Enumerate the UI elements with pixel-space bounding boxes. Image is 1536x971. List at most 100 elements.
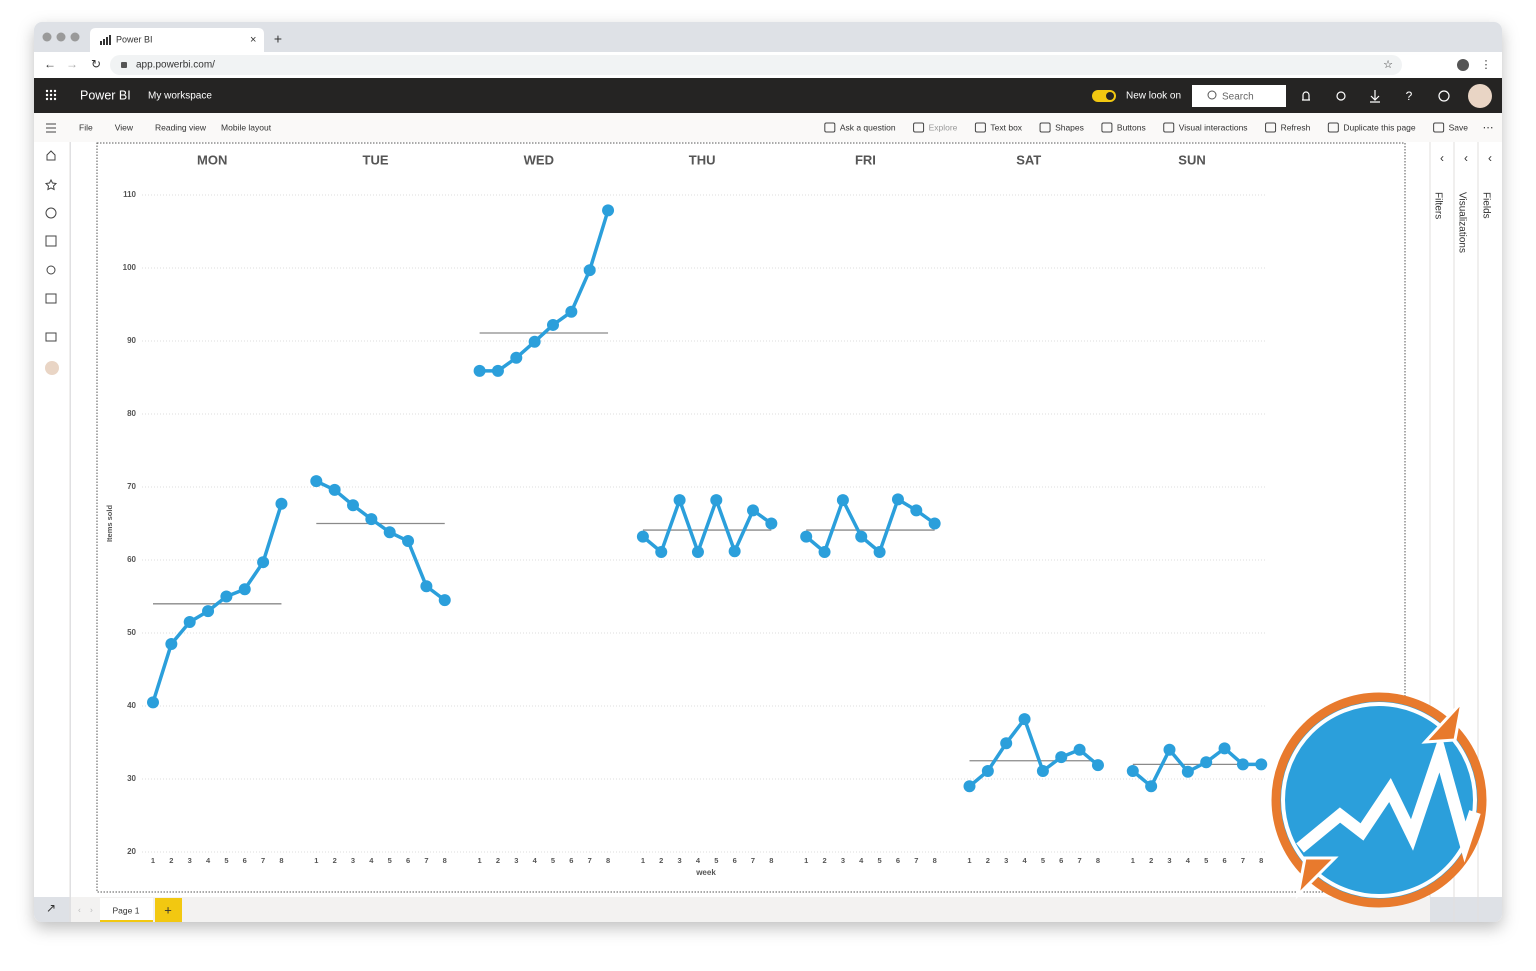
nav-avatar[interactable] xyxy=(45,361,59,375)
header-icons[interactable] xyxy=(1302,90,1450,103)
point[interactable] xyxy=(165,637,178,650)
point[interactable] xyxy=(728,545,741,558)
point[interactable] xyxy=(147,696,159,709)
point[interactable] xyxy=(1236,758,1249,771)
toolbar-item[interactable]: File xyxy=(79,122,93,132)
point[interactable] xyxy=(365,513,378,526)
point[interactable] xyxy=(202,605,215,618)
profile-icon[interactable] xyxy=(1457,59,1469,71)
point[interactable] xyxy=(602,204,615,217)
point[interactable] xyxy=(565,305,578,318)
point[interactable] xyxy=(510,351,523,364)
point[interactable] xyxy=(257,556,270,569)
point[interactable] xyxy=(747,504,759,517)
point[interactable] xyxy=(963,780,976,793)
point[interactable] xyxy=(275,497,288,510)
point[interactable] xyxy=(818,545,831,558)
add-page[interactable] xyxy=(155,898,182,922)
toolbar-item[interactable]: Ask a question xyxy=(840,122,896,132)
point[interactable] xyxy=(1145,780,1158,793)
point[interactable] xyxy=(1255,758,1268,771)
tab-close[interactable]: × xyxy=(250,34,256,46)
point[interactable] xyxy=(528,335,541,348)
more-options[interactable]: ⋯ xyxy=(1483,122,1494,134)
url-field[interactable] xyxy=(110,55,1402,75)
point[interactable] xyxy=(873,545,886,558)
point[interactable] xyxy=(328,483,341,496)
point[interactable] xyxy=(1218,742,1231,755)
point[interactable] xyxy=(310,475,323,488)
toolbar-item[interactable]: Shapes xyxy=(1055,122,1084,132)
next-page[interactable]: › xyxy=(90,904,93,914)
point[interactable] xyxy=(183,616,196,629)
browser-tab[interactable] xyxy=(90,28,264,52)
point[interactable] xyxy=(855,530,868,543)
toolbar-item[interactable]: Buttons xyxy=(1117,122,1146,132)
point[interactable] xyxy=(583,264,596,277)
pane-collapse[interactable]: ‹ xyxy=(1440,151,1444,165)
nav-icons[interactable] xyxy=(44,123,58,342)
prev-page[interactable]: ‹ xyxy=(78,904,81,914)
point[interactable] xyxy=(1091,759,1104,772)
point[interactable] xyxy=(347,499,359,512)
point[interactable] xyxy=(1200,756,1213,769)
point[interactable] xyxy=(1163,743,1176,756)
point[interactable] xyxy=(636,530,649,543)
toolbar-item[interactable]: Refresh xyxy=(1281,122,1311,132)
visual-border[interactable] xyxy=(96,142,1406,893)
point[interactable] xyxy=(981,764,994,777)
menu-icon[interactable]: ⋮ xyxy=(1481,59,1492,71)
point[interactable] xyxy=(402,535,415,548)
point[interactable] xyxy=(220,590,233,603)
point[interactable] xyxy=(1126,764,1139,777)
expand-icon[interactable]: ↗ xyxy=(46,901,56,915)
point[interactable] xyxy=(910,504,923,517)
point[interactable] xyxy=(891,493,904,506)
point[interactable] xyxy=(928,517,941,530)
app-name[interactable]: Power BI xyxy=(80,88,131,102)
point[interactable] xyxy=(836,494,849,507)
back-button[interactable]: ← xyxy=(44,57,56,71)
bookmark-icon[interactable]: ☆ xyxy=(1383,59,1393,71)
point[interactable] xyxy=(1181,765,1194,778)
toolbar-item[interactable]: View xyxy=(115,122,134,132)
point[interactable] xyxy=(547,318,559,331)
pane-collapse[interactable]: ‹ xyxy=(1488,151,1492,165)
pane-collapse[interactable]: ‹ xyxy=(1464,151,1468,165)
point[interactable] xyxy=(420,580,433,593)
point[interactable] xyxy=(673,494,686,507)
toolbar-item[interactable]: Visual interactions xyxy=(1179,122,1248,132)
toolbar-item[interactable]: Save xyxy=(1449,122,1469,132)
point[interactable] xyxy=(691,545,704,558)
page-tab[interactable] xyxy=(100,898,153,922)
point[interactable] xyxy=(1018,713,1031,726)
search-box[interactable] xyxy=(1192,85,1286,107)
point[interactable] xyxy=(438,594,451,607)
toolbar-item[interactable]: Explore xyxy=(929,122,958,132)
new-tab[interactable]: + xyxy=(274,31,282,47)
toolbar-item[interactable]: Reading view xyxy=(155,122,207,132)
point[interactable] xyxy=(473,364,486,377)
toolbar-item[interactable]: Duplicate this page xyxy=(1343,122,1416,132)
pane-title[interactable]: Visualizations xyxy=(1456,192,1467,253)
point[interactable] xyxy=(238,583,251,596)
toolbar-item[interactable]: Text box xyxy=(990,122,1022,132)
point[interactable] xyxy=(765,517,778,530)
forward-button[interactable]: → xyxy=(66,57,78,71)
point[interactable] xyxy=(800,530,813,543)
app-launcher[interactable] xyxy=(45,89,57,101)
small-multiples-chart[interactable]: 20 30 40 50 60 70 80 90 100 110 Items sold week MON 1… xyxy=(105,152,1268,877)
pane-title[interactable]: Filters xyxy=(1432,192,1443,219)
point[interactable] xyxy=(1055,751,1068,764)
point[interactable] xyxy=(491,364,504,377)
point[interactable] xyxy=(1036,764,1049,777)
point[interactable] xyxy=(655,545,668,558)
help-icon[interactable]: ? xyxy=(1406,89,1413,103)
workspace[interactable]: My workspace xyxy=(148,91,212,102)
toolbar-item[interactable]: Mobile layout xyxy=(221,122,272,132)
point[interactable] xyxy=(1073,743,1086,756)
point[interactable] xyxy=(383,526,396,539)
avatar[interactable] xyxy=(1468,84,1492,108)
pane-title[interactable]: Fields xyxy=(1480,192,1491,219)
reload-button[interactable]: ↻ xyxy=(91,57,101,71)
